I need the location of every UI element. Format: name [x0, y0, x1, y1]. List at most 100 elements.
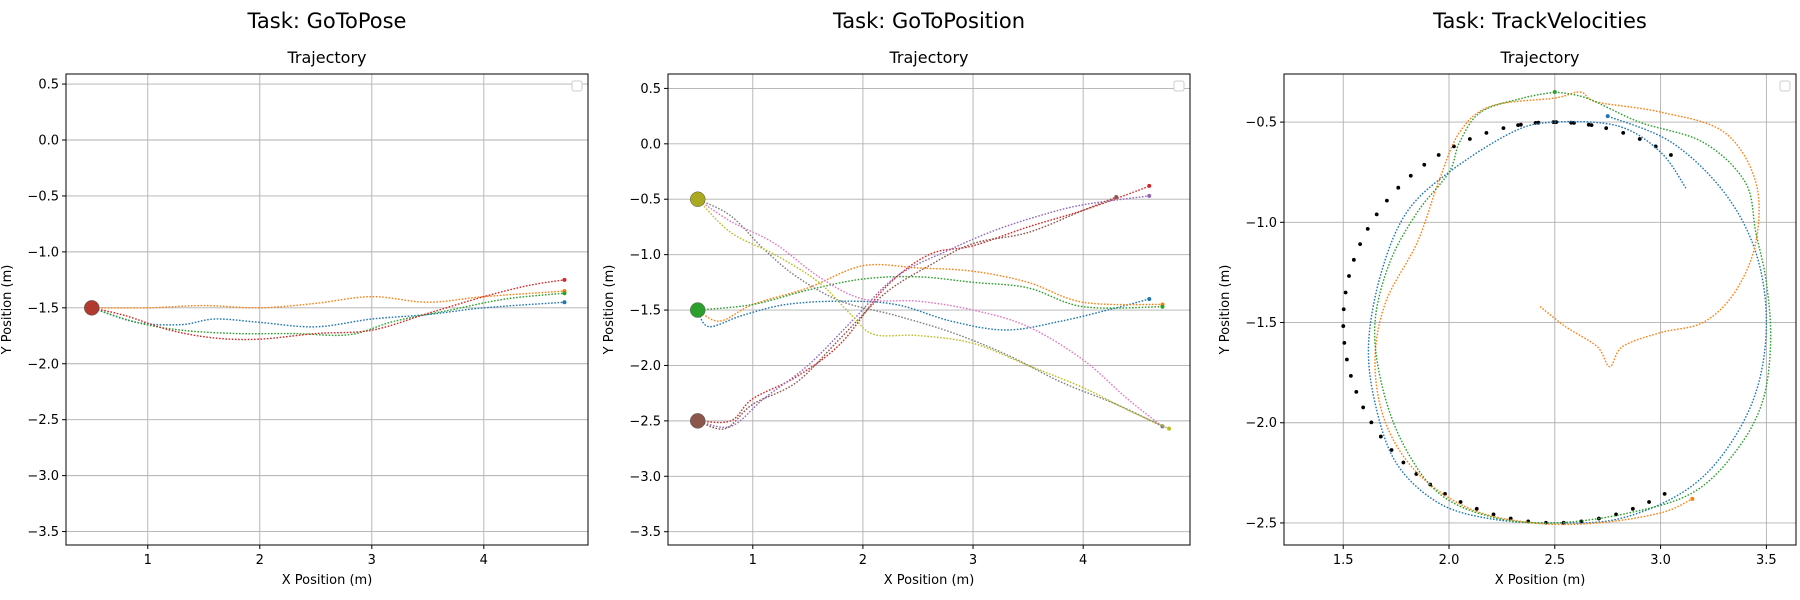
x-tick-label: 3.0	[1650, 553, 1671, 568]
target-dot	[1621, 130, 1626, 135]
start-marker	[689, 413, 706, 429]
target-dot	[1604, 126, 1609, 130]
target-dot	[1637, 137, 1642, 141]
x-axis-label: X Position (m)	[884, 573, 975, 588]
series-line-3	[697, 275, 1163, 311]
axes-frame	[65, 73, 589, 546]
y-tick-label: 0.5	[640, 82, 661, 97]
y-tick-label: 0.0	[38, 134, 59, 149]
y-tick-label: 0.5	[38, 78, 59, 93]
axes-title: Trajectory	[287, 48, 367, 67]
x-axis-label: X Position (m)	[282, 573, 373, 588]
target-dot	[1354, 390, 1359, 394]
target-dot	[1347, 274, 1351, 278]
y-tick-label: −0.5	[27, 189, 59, 204]
chart-panel-2: Task: GoToPosition Trajectory 1 2 3 4 0.5 0.0 −0…	[602, 9, 1191, 588]
chart-panel-1: Task: GoToPose Trajectory 1 2 3 4 0.5 0.0 −0.5 −1…	[0, 9, 589, 588]
target-dot	[1551, 120, 1556, 125]
x-tick-label: 2	[256, 553, 264, 568]
y-tick-label: −1.0	[27, 245, 59, 260]
y-tick-label: −3.0	[629, 470, 661, 485]
y-tick-label: −1.5	[1245, 316, 1277, 331]
x-tick-label: 4	[480, 553, 488, 568]
chart-panel-3: Task: TrackVelocities Trajectory 1.5 2.0 2.5…	[1218, 9, 1797, 588]
target-dot	[1422, 162, 1427, 167]
series-line-3	[1373, 91, 1772, 524]
y-axis-label: Y Position (m)	[1218, 265, 1233, 356]
series-line-9	[697, 198, 1170, 430]
target-dot	[1396, 185, 1401, 190]
series-line-5	[697, 195, 1150, 428]
series-line-3	[91, 292, 565, 337]
target-dot	[1342, 340, 1347, 345]
target-dot	[1348, 373, 1353, 378]
y-tick-label: −1.0	[629, 248, 661, 263]
axes-title: Trajectory	[889, 48, 969, 67]
series-line-2	[1374, 91, 1760, 526]
target-dot	[1443, 491, 1447, 496]
target-dot	[1630, 506, 1635, 511]
target-dot	[1474, 506, 1479, 511]
y-tick-label: −2.0	[27, 357, 59, 372]
target-dot	[1361, 405, 1366, 410]
series-end-marker	[1147, 183, 1152, 188]
plot-area	[84, 277, 567, 341]
target-dot	[1378, 434, 1383, 439]
x-tick-label: 1	[749, 553, 757, 568]
target-dot	[1414, 472, 1419, 476]
panel-suptitle: Task: GoToPose	[247, 9, 407, 33]
series-end-marker	[562, 277, 567, 282]
start-marker	[84, 300, 100, 316]
x-tick-label: 2	[859, 553, 867, 568]
target-dot	[1341, 307, 1346, 312]
y-tick-label: −2.0	[1245, 416, 1277, 431]
series-end-marker	[1160, 304, 1165, 309]
x-tick-label: 3.5	[1756, 553, 1777, 568]
series-end-marker	[1605, 114, 1610, 119]
x-tick-label: 4	[1079, 553, 1087, 568]
series-line-1	[697, 298, 1150, 331]
target-dot	[1389, 448, 1394, 452]
target-dot	[1662, 491, 1667, 496]
y-tick-label: −1.5	[27, 301, 59, 316]
target-dot	[1408, 173, 1413, 178]
target-dot	[1341, 324, 1346, 328]
series-line-7	[697, 198, 1163, 427]
series-end-marker	[562, 291, 567, 296]
y-tick-label: −0.5	[629, 193, 661, 208]
axes-frame	[1283, 73, 1797, 546]
target-dot	[1374, 212, 1379, 217]
legend-box	[1779, 80, 1791, 92]
y-tick-label: −1.0	[1245, 216, 1277, 231]
target-dot	[1358, 242, 1363, 246]
series-line-1	[1367, 115, 1768, 524]
target-dot	[1369, 420, 1374, 425]
plot-area	[1341, 90, 1772, 526]
legend-box	[571, 80, 583, 92]
start-marker	[689, 302, 706, 318]
y-tick-label: 0.0	[640, 137, 661, 152]
target-dot	[1344, 357, 1349, 362]
target-dot	[1516, 123, 1520, 128]
x-tick-label: 3	[368, 553, 376, 568]
x-axis-label: X Position (m)	[1495, 573, 1586, 588]
y-tick-label: −2.5	[1245, 516, 1277, 531]
target-dot	[1586, 122, 1591, 127]
series-end-marker	[1147, 193, 1152, 198]
y-tick-label: −1.5	[629, 304, 661, 319]
y-tick-label: −2.5	[629, 414, 661, 429]
series-line-1	[91, 301, 565, 328]
series-end-marker	[1690, 496, 1695, 501]
target-dot	[1669, 153, 1673, 157]
series-line-2	[91, 290, 565, 309]
target-dot	[1491, 512, 1496, 517]
target-dot	[1436, 153, 1441, 157]
target-dot	[1647, 500, 1651, 504]
axes-title: Trajectory	[1500, 48, 1580, 67]
target-dot	[1458, 500, 1463, 504]
y-tick-label: −0.5	[1245, 116, 1277, 131]
series-line-4	[697, 185, 1150, 424]
y-tick-label: −2.5	[27, 413, 59, 428]
